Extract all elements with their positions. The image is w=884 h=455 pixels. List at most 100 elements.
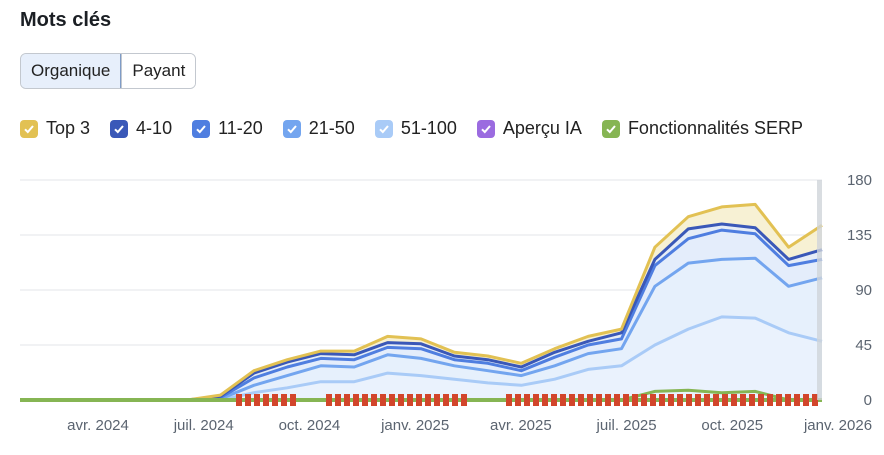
checkbox-icon[interactable] [110,119,129,138]
legend-label: 51-100 [400,118,457,138]
x-tick-label: janv. 2025 [380,417,449,434]
event-marker [245,394,251,406]
event-marker [398,394,404,406]
event-marker [353,394,359,406]
y-tick-label: 45 [855,337,872,354]
legend-label: 21-50 [308,118,355,138]
event-marker [452,394,458,406]
legend-label: 4-10 [136,118,173,138]
checkbox-icon[interactable] [601,119,620,138]
checkbox-icon[interactable] [20,119,38,138]
x-tick-label: juil. 2024 [173,417,234,434]
y-tick-label: 90 [855,282,872,299]
legend-item-51-100[interactable]: 51-100 [374,118,457,139]
event-marker [767,394,773,406]
event-marker [290,394,296,406]
event-marker [335,394,341,406]
event-marker [515,394,521,406]
legend-label: Top 3 [46,118,91,138]
checkbox-icon[interactable] [374,119,393,138]
page-title: Mots clés [20,9,112,31]
checkbox-icon[interactable] [476,119,495,138]
event-marker [362,394,368,406]
x-tick-label: oct. 2025 [701,417,763,434]
event-marker [623,394,629,406]
y-tick-label: 0 [864,392,872,409]
y-tick-label: 135 [847,227,872,244]
event-marker [776,394,782,406]
event-marker [659,394,665,406]
legend-item-21-50[interactable]: 21-50 [282,118,355,139]
event-marker [371,394,377,406]
event-marker [785,394,791,406]
legend-item-top3[interactable]: Top 3 [20,118,90,139]
event-marker [695,394,701,406]
legend-item-4-10[interactable]: 4-10 [110,118,172,139]
x-tick-label: oct. 2024 [279,417,341,434]
legend-label: Fonctionnalités SERP [627,118,804,138]
event-marker [434,394,440,406]
series-area-5 [20,316,822,400]
event-marker [389,394,395,406]
chart-legend: Top 3 4-10 11-20 21-50 51-100 Aperçu IA … [20,118,803,139]
x-tick-label: juil. 2025 [596,417,657,434]
event-marker [686,394,692,406]
event-marker [614,394,620,406]
event-marker [578,394,584,406]
event-marker [596,394,602,406]
tab-organique[interactable]: Organique [21,54,122,88]
x-tick-label: avr. 2025 [490,417,552,434]
x-tick-label: janv. 2026 [803,417,872,434]
event-marker [416,394,422,406]
event-marker [254,394,260,406]
event-marker [569,394,575,406]
legend-label: Aperçu IA [502,118,582,138]
event-marker [326,394,332,406]
event-marker [281,394,287,406]
legend-label: 11-20 [218,118,263,138]
checkbox-icon[interactable] [192,119,211,138]
event-marker [722,394,728,406]
event-marker [407,394,413,406]
event-marker [443,394,449,406]
keywords-chart[interactable]: 0 45 90 135 180 avr. 2024 juil. 2024 oct. 2024 j… [0,160,884,450]
event-marker [740,394,746,406]
event-marker [731,394,737,406]
event-marker [524,394,530,406]
event-marker [533,394,539,406]
legend-item-11-20[interactable]: 11-20 [192,118,263,139]
checkbox-icon[interactable] [282,119,301,138]
event-marker [425,394,431,406]
event-marker [632,394,638,406]
x-tick-label: avr. 2024 [67,417,129,434]
event-marker [236,394,242,406]
event-marker [461,394,467,406]
event-marker [506,394,512,406]
event-marker [713,394,719,406]
event-marker [749,394,755,406]
event-marker [668,394,674,406]
event-marker [272,394,278,406]
legend-item-fonctionnalites-serp[interactable]: Fonctionnalités SERP [601,118,804,139]
y-tick-label: 180 [847,172,872,189]
event-marker [542,394,548,406]
event-marker [803,394,809,406]
event-marker [605,394,611,406]
tab-payant[interactable]: Payant [121,54,196,88]
event-marker [263,394,269,406]
event-marker [650,394,656,406]
event-marker [380,394,386,406]
organic-paid-toggle: Organique Payant [20,53,197,89]
event-marker [704,394,710,406]
event-marker [344,394,350,406]
hover-indicator [817,180,822,400]
event-marker [794,394,800,406]
event-marker [641,394,647,406]
event-marker [812,394,818,406]
event-marker [587,394,593,406]
event-marker [560,394,566,406]
legend-item-apercu-ia[interactable]: Aperçu IA [476,118,582,139]
event-marker [677,394,683,406]
event-marker [551,394,557,406]
event-marker [758,394,764,406]
